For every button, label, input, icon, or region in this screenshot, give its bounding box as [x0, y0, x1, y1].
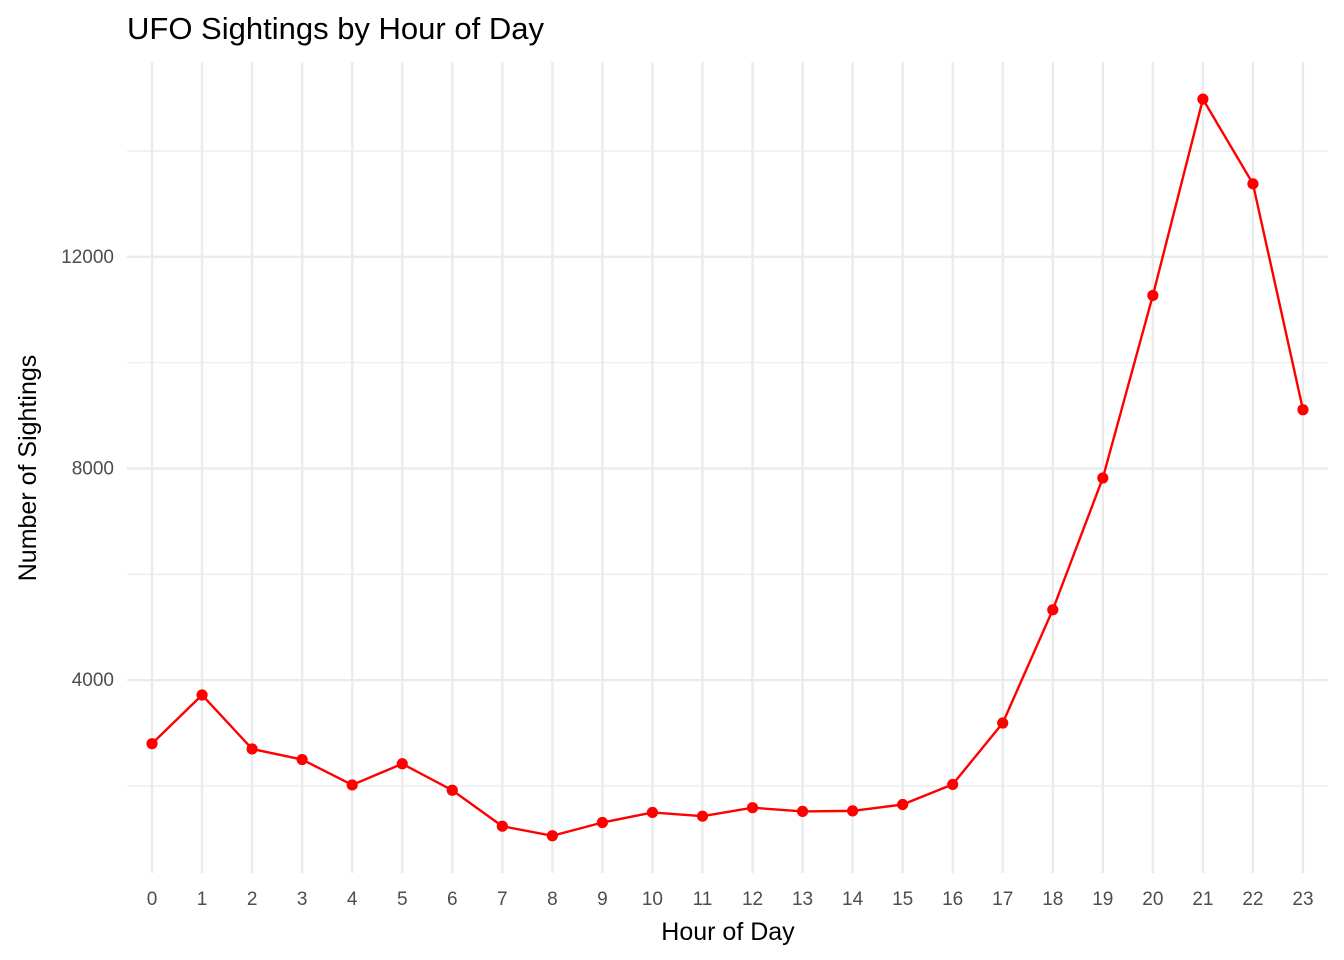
data-point-22 — [1247, 178, 1259, 190]
chart-title: UFO Sightings by Hour of Day — [127, 11, 544, 46]
x-tick-label: 11 — [693, 889, 713, 910]
x-tick-label: 12 — [742, 889, 763, 910]
x-tick-label: 5 — [397, 889, 408, 910]
series-line-layer — [151, 96, 1305, 837]
x-tick-label: 8 — [547, 889, 558, 910]
data-point-5 — [396, 758, 408, 770]
x-tick-label: 14 — [842, 889, 864, 910]
data-point-15 — [897, 798, 909, 811]
y-tick-label: 12000 — [61, 247, 114, 268]
data-point-1 — [196, 689, 208, 701]
data-point-4 — [346, 779, 358, 791]
y-tick-label: 8000 — [72, 459, 114, 480]
series-line-0 — [151, 96, 1305, 837]
data-point-21 — [1197, 93, 1209, 105]
x-tick-label: 18 — [1042, 889, 1063, 910]
x-tick-label: 4 — [347, 889, 358, 910]
data-point-8 — [546, 830, 558, 842]
x-tick-label: 23 — [1292, 889, 1313, 910]
x-axis-title: Hour of Day — [661, 918, 795, 946]
x-tick-label: 10 — [642, 889, 663, 910]
data-point-3 — [296, 753, 308, 766]
x-tick-label: 1 — [197, 889, 208, 910]
x-tick-label: 7 — [497, 889, 508, 910]
data-points-layer — [146, 93, 1309, 842]
x-tick-label: 3 — [297, 889, 308, 910]
data-point-0 — [146, 738, 158, 750]
x-tick-label: 21 — [1192, 889, 1213, 910]
data-point-10 — [646, 806, 659, 819]
y-tick-label: 4000 — [72, 670, 114, 691]
x-tick-label: 20 — [1142, 889, 1163, 910]
data-point-16 — [947, 778, 959, 791]
x-tick-label: 0 — [147, 889, 158, 910]
data-point-9 — [596, 816, 608, 829]
x-tick-label: 13 — [792, 889, 813, 910]
x-tick-label: 15 — [892, 889, 913, 910]
x-tick-label: 17 — [992, 889, 1013, 910]
x-tick-label: 2 — [247, 889, 258, 910]
data-point-7 — [496, 820, 508, 832]
data-point-12 — [746, 802, 759, 814]
data-point-17 — [997, 717, 1009, 729]
x-tick-label: 16 — [942, 889, 963, 910]
data-point-11 — [696, 810, 709, 822]
data-point-14 — [847, 805, 859, 817]
data-point-6 — [446, 784, 458, 796]
x-tick-label: 6 — [447, 889, 458, 910]
data-point-2 — [246, 743, 258, 755]
data-point-13 — [796, 805, 809, 818]
data-point-20 — [1147, 289, 1159, 302]
data-point-23 — [1297, 404, 1309, 416]
grid-layer — [127, 62, 1328, 873]
x-tick-label: 9 — [597, 889, 608, 910]
x-tick-label: 22 — [1242, 889, 1263, 910]
data-point-18 — [1047, 604, 1059, 616]
data-point-19 — [1097, 472, 1109, 484]
x-tick-label: 19 — [1092, 889, 1113, 910]
y-axis-title: Number of Sightings — [14, 355, 42, 582]
